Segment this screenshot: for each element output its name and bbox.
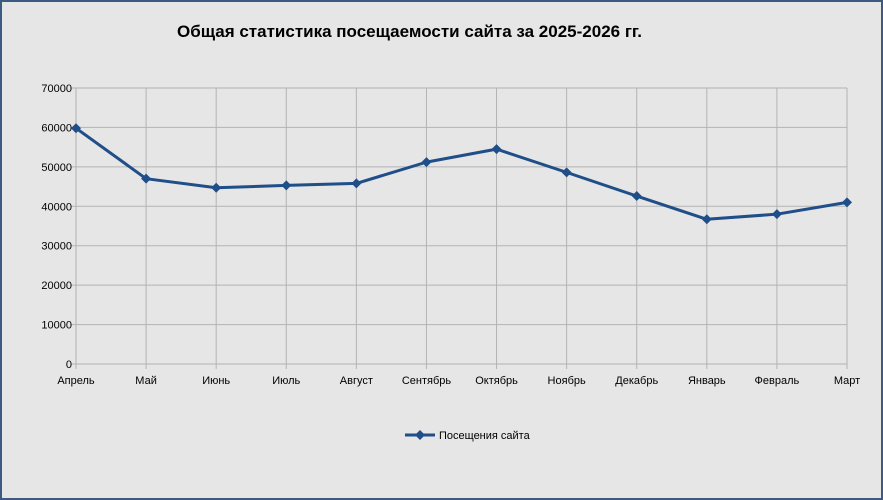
data-point (771, 209, 782, 220)
data-point (281, 180, 292, 191)
legend-label: Посещения сайта (439, 430, 531, 442)
legend-diamond-marker (415, 430, 425, 440)
x-tick-label: Август (340, 375, 373, 387)
x-tick-label: Декабрь (615, 375, 658, 387)
x-tick-labels: Апрель Май Июнь Июль Август Сентябрь Октябрь Но… (57, 375, 860, 387)
data-point (211, 182, 222, 193)
y-tick-label: 70000 (41, 83, 72, 95)
data-point (491, 144, 502, 155)
x-tick-label: Май (135, 375, 157, 387)
legend: Посещения сайта (405, 430, 531, 442)
x-tick-label: Октябрь (475, 375, 518, 387)
data-point (561, 167, 572, 178)
y-tick-label: 50000 (41, 162, 72, 174)
x-tick-label: Январь (688, 375, 726, 387)
x-tick-label: Ноябрь (548, 375, 586, 387)
y-tick-label: 20000 (41, 280, 72, 292)
data-point (351, 178, 362, 189)
x-tick-label: Июль (272, 375, 300, 387)
axes (71, 87, 848, 369)
grid-lines (76, 87, 848, 364)
y-tick-label: 40000 (41, 201, 72, 213)
y-tick-label: 60000 (41, 122, 72, 134)
data-point (842, 197, 852, 208)
data-point (71, 123, 81, 134)
x-tick-label: Февраль (755, 375, 800, 387)
data-point (141, 173, 152, 184)
y-tick-label: 10000 (41, 320, 72, 332)
y-tick-label: 30000 (41, 241, 72, 253)
series-line (75, 126, 848, 221)
x-tick-label: Март (834, 375, 860, 387)
data-point (701, 214, 712, 225)
data-point (421, 157, 432, 168)
data-point (631, 191, 642, 202)
x-tick-label: Апрель (57, 375, 95, 387)
chart-title: Общая статистика посещаемости сайта за 2… (176, 22, 643, 41)
y-tick-labels: 0 10000 20000 30000 40000 50000 60000 70000 (41, 83, 72, 371)
y-tick-label: 0 (66, 359, 72, 371)
x-tick-label: Сентябрь (402, 375, 452, 387)
series-group (71, 123, 852, 225)
x-tick-label: Июнь (202, 375, 230, 387)
